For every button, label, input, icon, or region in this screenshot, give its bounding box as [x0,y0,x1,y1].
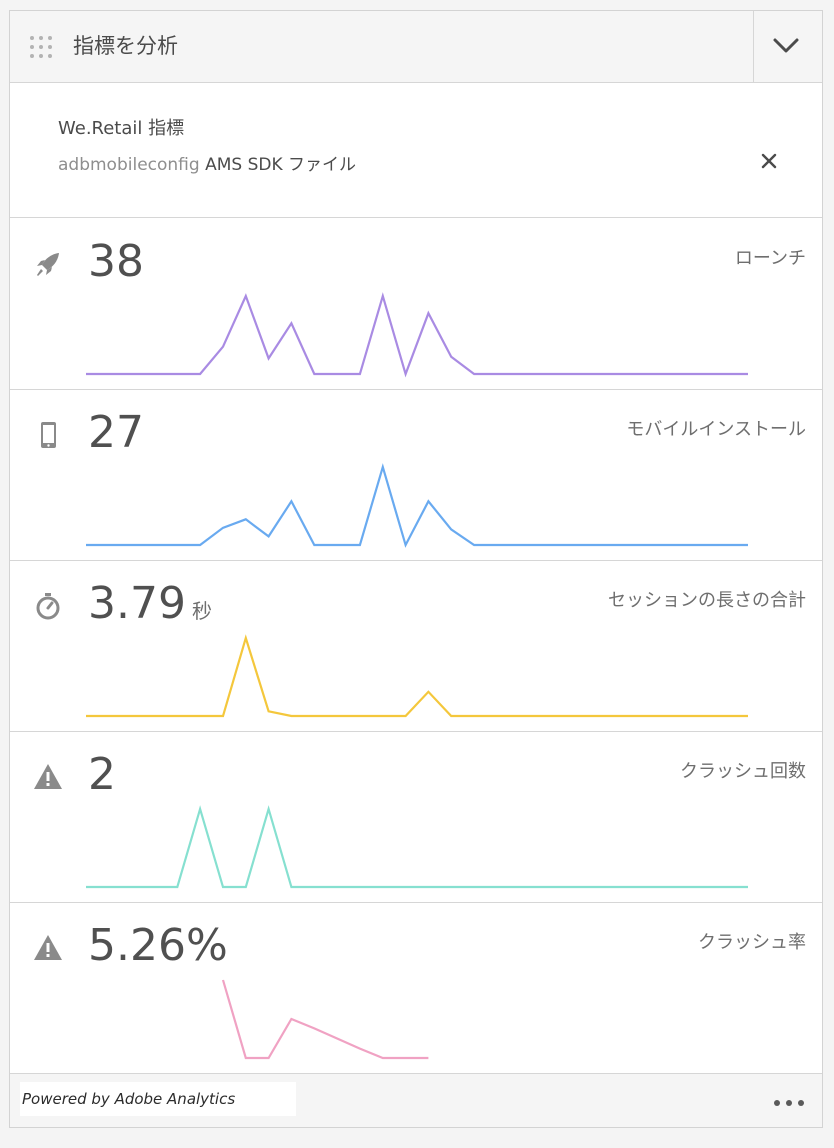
metric-number: 3.79 [88,578,186,629]
sparkline-series [86,292,748,378]
powered-by-label: Powered by Adobe Analytics [20,1082,296,1116]
metric-value: 3.79 秒 [88,574,212,641]
metrics-card: 指標を分析 We.Retail 指標 adbmobileconfig AMS S… [9,10,823,1128]
sparkline [221,979,429,1060]
metric-label: ローンチ [734,248,806,269]
stopwatch-icon [36,593,60,620]
sparkline-series [221,979,429,1060]
sparkline [86,292,748,378]
drag-handle-icon[interactable] [30,36,54,58]
metric-number: 27 [88,407,144,458]
metric-label: モバイルインストール [626,419,806,440]
alert-icon [34,935,62,960]
metric-number: 38 [88,236,144,287]
sparkline [86,634,748,718]
sparkline-series [86,463,748,548]
source-name: We.Retail 指標 [58,118,185,139]
metric-crashes[interactable]: 2 クラッシュ回数 [10,731,822,903]
mobile-device-icon [41,422,56,448]
metric-number: 5.26% [88,920,228,971]
metric-label: クラッシュ回数 [680,761,806,782]
card-header: 指標を分析 [10,11,822,83]
metric-session-length[interactable]: 3.79 秒 セッションの長さの合計 [10,560,822,732]
header-divider [753,11,754,82]
sparkline-series [86,634,748,718]
metric-label: セッションの長さの合計 [608,590,806,611]
config-prefix: adbmobileconfig [58,155,200,175]
metric-value: 5.26% [88,916,234,983]
card-title: 指標を分析 [73,34,178,58]
metric-value: 27 [88,403,150,470]
more-options-button[interactable] [774,1096,808,1110]
metric-value: 38 [88,232,150,299]
metric-number: 2 [88,749,116,800]
close-icon [761,153,777,169]
config-type: AMS SDK ファイル [205,155,357,175]
metric-label: クラッシュ率 [698,932,806,953]
close-button[interactable] [757,149,781,173]
data-source: We.Retail 指標 adbmobileconfig AMS SDK ファイ… [10,83,822,218]
card-footer: Powered by Adobe Analytics [10,1074,822,1127]
sparkline [86,805,748,889]
sparkline-series [86,805,748,889]
alert-icon [34,764,62,789]
metric-unit: 秒 [191,599,212,623]
source-config: adbmobileconfig AMS SDK ファイル [58,150,356,175]
metric-launches[interactable]: 38 ローンチ [10,218,822,390]
collapse-button[interactable] [754,11,822,82]
more-icon [774,1100,780,1106]
metric-value: 2 [88,745,122,812]
rocket-icon [37,253,59,276]
sparkline [86,463,748,548]
chevron-down-icon [773,38,799,53]
metric-mobile-installs[interactable]: 27 モバイルインストール [10,389,822,561]
metric-crash-rate[interactable]: 5.26% クラッシュ率 [10,902,822,1074]
